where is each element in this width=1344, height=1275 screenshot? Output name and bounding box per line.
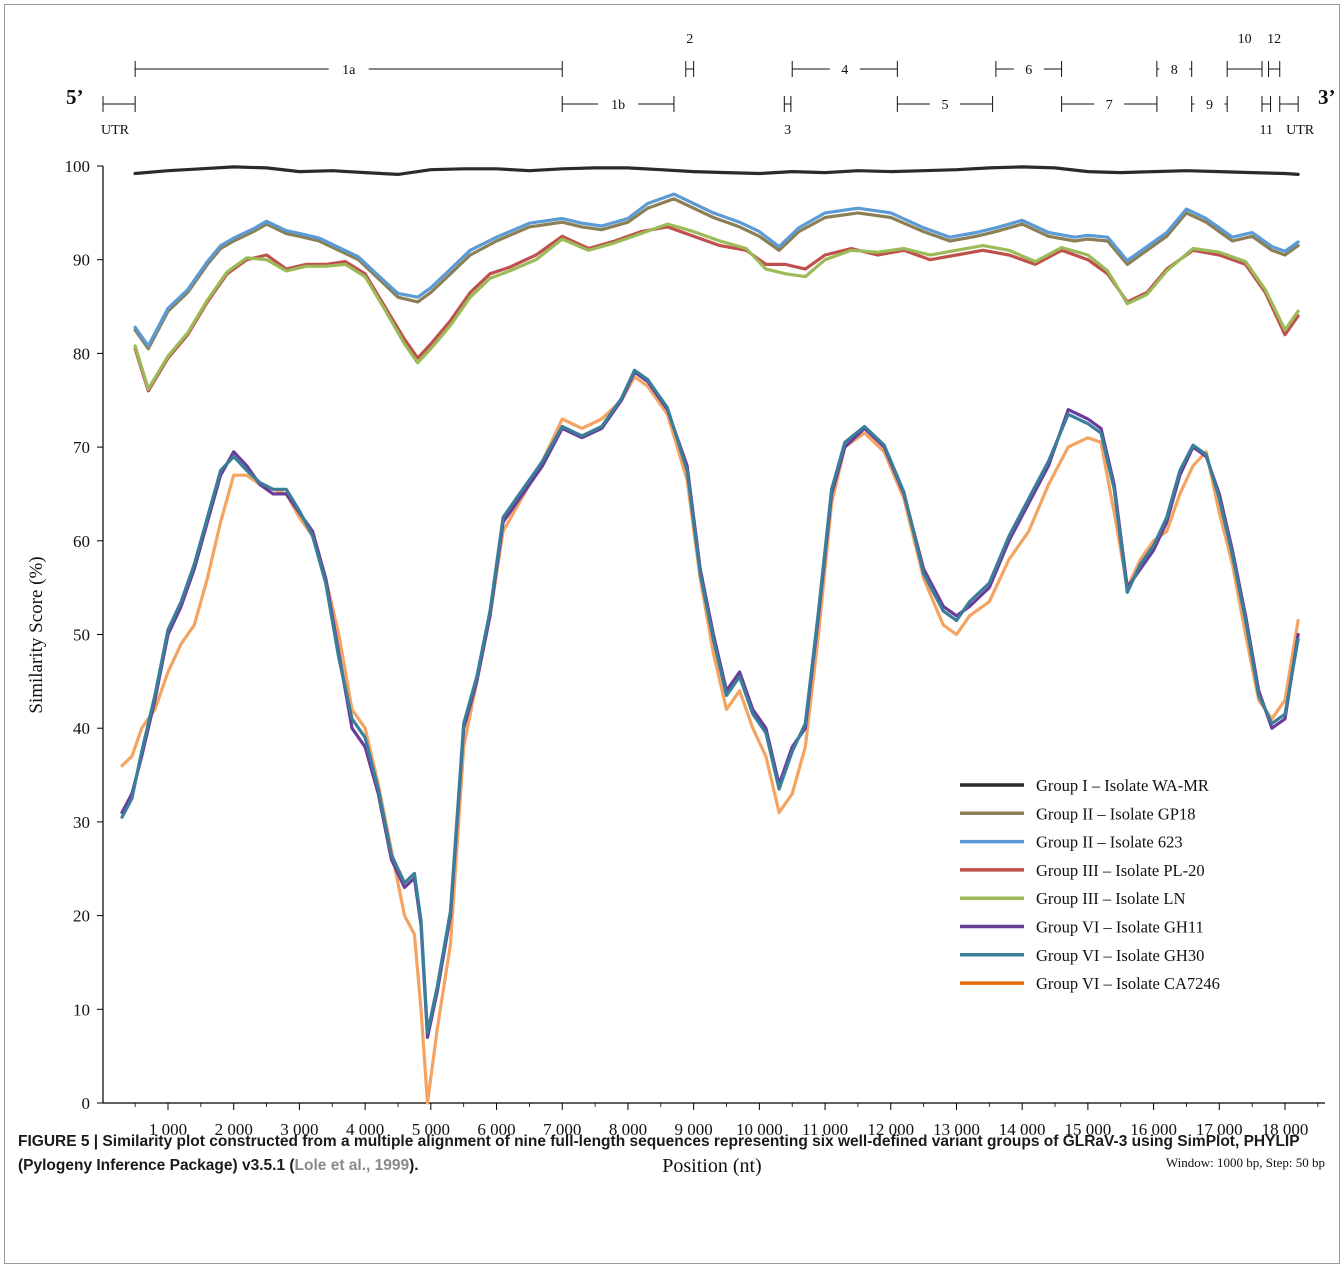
x-tick-label: 6 000 xyxy=(477,1120,515,1139)
y-tick-label: 20 xyxy=(73,907,90,926)
legend-label: Group VI – Isolate CA7246 xyxy=(1036,974,1220,993)
orf-label: UTR xyxy=(1286,123,1315,138)
orf-label: 6 xyxy=(1025,63,1032,78)
y-tick-label: 0 xyxy=(82,1094,91,1113)
x-axis-label: Position (nt) xyxy=(662,1155,761,1177)
legend-label: Group III – Isolate PL-20 xyxy=(1036,861,1205,880)
x-tick-label: 8 000 xyxy=(609,1120,647,1139)
orf-label: 1b xyxy=(611,98,625,113)
orf-label: 2 xyxy=(686,32,693,47)
window-annotation: Window: 1000 bp, Step: 50 bp xyxy=(1166,1155,1325,1170)
caption-text: FIGURE 5 | Similarity plot constructed f… xyxy=(18,1133,1300,1174)
series-line-3 xyxy=(133,192,1300,348)
y-tick-label: 50 xyxy=(73,626,90,645)
orf-label: 9 xyxy=(1206,98,1213,113)
x-tick-label: 16 000 xyxy=(1130,1120,1177,1139)
x-tick-label: 7 000 xyxy=(543,1120,581,1139)
legend-label: Group I – Isolate WA-MR xyxy=(1036,776,1209,795)
y-tick-label: 70 xyxy=(73,438,90,457)
x-tick-label: 5 000 xyxy=(412,1120,450,1139)
figure-frame xyxy=(4,4,1340,1264)
orf-label: 7 xyxy=(1106,98,1113,113)
series-lines xyxy=(120,165,1300,1105)
x-tick-label: 15 000 xyxy=(1065,1120,1112,1139)
orf-label: 4 xyxy=(841,63,848,78)
three-prime-label: 3’ xyxy=(1318,85,1336,109)
series-line-2 xyxy=(133,197,1300,351)
caption-citation-link[interactable]: Lole et al., 1999 xyxy=(294,1157,410,1174)
legend-label: Group II – Isolate GP18 xyxy=(1036,804,1195,823)
orf-label: UTR xyxy=(101,123,130,138)
y-tick-label: 90 xyxy=(73,251,90,270)
y-tick-label: 10 xyxy=(73,1000,90,1019)
x-tick-label: 18 000 xyxy=(1262,1120,1309,1139)
figure-caption: FIGURE 5 | Similarity plot constructed f… xyxy=(18,1130,1318,1178)
orf-label: 12 xyxy=(1267,32,1281,47)
legend: Group I – Isolate WA-MR Group II – Isolat… xyxy=(960,776,1220,993)
x-tick-label: 14 000 xyxy=(999,1120,1046,1139)
x-tick-label: 11 000 xyxy=(802,1120,848,1139)
x-tick-label: 9 000 xyxy=(675,1120,713,1139)
series-line-4 xyxy=(133,225,1300,393)
series-line-7 xyxy=(120,368,1300,1035)
series-line-1 xyxy=(133,165,1300,176)
x-tick-label: 1 000 xyxy=(149,1120,187,1139)
x-tick-label: 17 000 xyxy=(1196,1120,1243,1139)
series-line-8 xyxy=(120,375,1300,1105)
y-tick-label: 80 xyxy=(73,344,90,363)
orf-label: 11 xyxy=(1260,123,1273,138)
caption-text-end: ). xyxy=(409,1157,419,1174)
y-tick-label: 40 xyxy=(73,719,90,738)
legend-label: Group VI – Isolate GH11 xyxy=(1036,918,1204,937)
x-tick-label: 10 000 xyxy=(736,1120,783,1139)
y-tick-label: 30 xyxy=(73,813,90,832)
x-tick-label: 2 000 xyxy=(215,1120,253,1139)
y-axis-label: Similarity Score (%) xyxy=(26,556,47,713)
y-tick-label: 100 xyxy=(65,157,91,176)
orf-label: 3 xyxy=(784,123,791,138)
legend-label: Group II – Isolate 623 xyxy=(1036,833,1183,852)
orf-label: 10 xyxy=(1238,32,1252,47)
series-line-6 xyxy=(120,370,1300,1040)
x-tick-label: 4 000 xyxy=(346,1120,384,1139)
x-tick-label: 3 000 xyxy=(280,1120,318,1139)
five-prime-label: 5’ xyxy=(66,85,84,109)
orf-label: 5 xyxy=(941,98,948,113)
x-ticks: 1 000 2 000 3 000 4 000 5 000 6 000 7 000 8 000… xyxy=(134,1103,1319,1139)
series-line-5 xyxy=(133,222,1300,391)
legend-label: Group VI – Isolate GH30 xyxy=(1036,946,1204,965)
x-tick-label: 12 000 xyxy=(867,1120,914,1139)
orf-label: 8 xyxy=(1171,63,1178,78)
y-ticks: 0 10 20 30 40 50 60 70 80 90 100 xyxy=(65,157,103,1113)
orf-label: 1a xyxy=(342,63,356,78)
legend-label: Group III – Isolate LN xyxy=(1036,889,1185,908)
x-tick-label: 13 000 xyxy=(933,1120,980,1139)
y-tick-label: 60 xyxy=(73,532,90,551)
